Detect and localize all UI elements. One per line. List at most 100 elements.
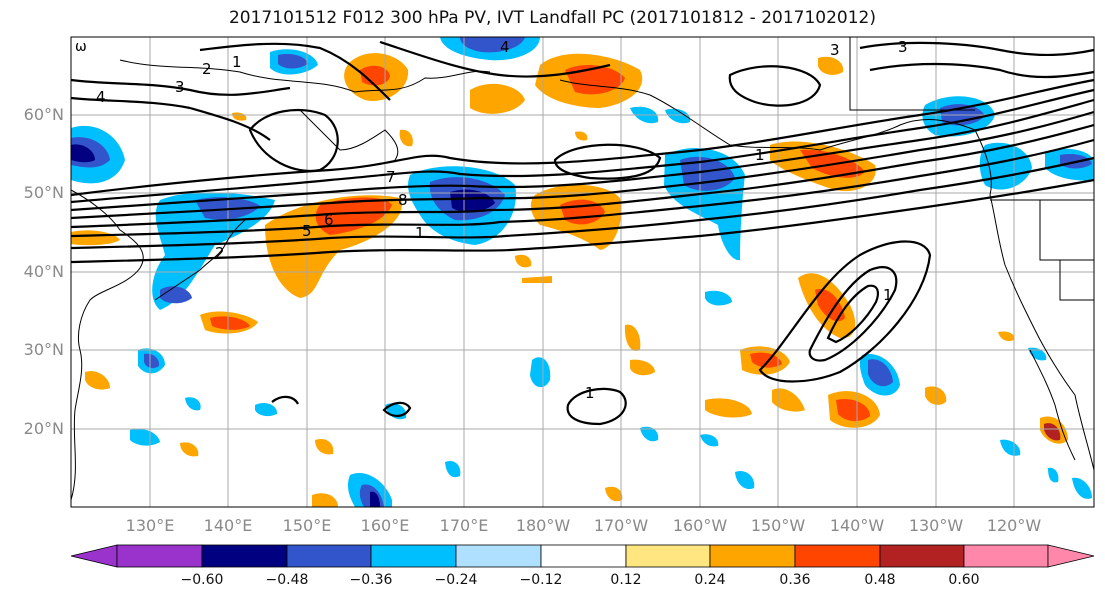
anomaly-blob [450,189,495,213]
pv-contour-line [70,98,1095,212]
colorbar-extend-high [1047,544,1095,568]
lon-label: 170°E [439,516,489,535]
colorbar-tick-label: −0.24 [434,572,478,588]
anomaly-blob [705,290,732,306]
pv-contour-line [199,42,391,101]
contour-label: 6 [324,211,334,229]
lon-label: 120°W [986,516,1042,535]
lat-label: 50°N [23,183,64,202]
anomaly-blob [530,357,551,388]
anomaly-blob [868,359,893,387]
pv-contours [70,40,1095,426]
contour-label: 5 [302,222,312,240]
contour-label: 3 [898,38,908,56]
colorbar-tick-label: −0.12 [519,572,563,588]
contour-label: 1 [415,224,425,242]
colorbar-tick-label: −0.60 [180,572,224,588]
colorbar-segment [963,544,1049,568]
lat-label: 30°N [23,340,64,359]
alaska-coastline [559,79,1095,471]
anomaly-blob [255,403,278,417]
lon-label: 170°W [593,516,649,535]
colorbar-tick-label: 0.48 [864,572,896,588]
pv-contour-line [70,78,1095,197]
colorbar-tick-label: 0.12 [610,572,642,588]
pv-contour-line [728,65,822,107]
pv-contour-line [379,40,611,78]
pv-contour-line [869,62,1095,79]
map-panel: 1 2 3 4 5 6 7 8 1 2 3 4 1 1 1 3 ω [70,36,1095,508]
colorbar-segment [709,544,796,568]
anomaly-blob [144,353,160,369]
anomaly-blob [1044,423,1061,441]
contour-label: 1 [755,146,765,164]
pv-contour-line [70,78,291,96]
colorbar-tick-label: 0.36 [779,572,811,588]
anomaly-blob [575,131,588,141]
contour-label: 2 [202,60,212,78]
anomaly-blob [605,486,623,502]
anomaly-blob [772,388,805,412]
anomaly-blob [818,56,844,75]
anomaly-blob [1048,467,1059,483]
lon-label: 160°W [672,516,728,535]
canada-border [849,37,1094,301]
pv-contour-line [808,266,898,362]
anomaly-blob [360,65,390,86]
lon-label: 130°W [908,516,964,535]
contour-label: 8 [398,191,408,209]
anomaly-blob [460,37,525,53]
colorbar-segment [625,544,711,568]
anomaly-blob [370,491,380,507]
page-title: 2017101512 F012 300 hPa PV, IVT Landfall… [228,8,876,28]
contour-label: 3 [830,41,840,59]
anomaly-blob [515,254,532,268]
lon-label: 130°E [125,516,175,535]
contour-label: 7 [386,168,396,186]
anomaly-blob [470,83,525,114]
pv-contour-line [826,284,879,344]
lon-label: 180°W [515,516,571,535]
anomaly-blob [750,352,782,368]
colorbar-segment [540,544,627,568]
anomaly-blob [815,289,845,322]
contour-label: 4 [96,88,106,106]
pv-contour-line [859,41,1095,56]
contour-label: 2 [215,244,225,262]
contour-labels: 1 2 3 4 5 6 7 8 1 2 3 4 1 1 1 3 ω [75,38,908,402]
anomaly-blob [185,397,201,411]
pv-contour-line [382,401,412,417]
pv-contour-line [248,108,339,173]
colorbar [70,544,1095,568]
contour-label: 3 [175,78,185,96]
anomaly-blob [278,54,308,69]
anomaly-blob [180,442,199,457]
anomaly-blob [445,460,461,478]
anomaly-blob [130,428,160,446]
colorbar-segment [370,544,457,568]
anomaly-blob [1028,347,1047,361]
pv-contour-line [758,240,932,383]
colorbar-segment [794,544,881,568]
colorbar-tick-label: −0.36 [349,572,393,588]
anomaly-blob [640,426,659,442]
baja-coastline [1029,349,1076,461]
colorbar-segment [286,544,372,568]
coastlines [70,37,1095,501]
contour-label: 1 [232,53,242,71]
lon-label: 140°E [203,516,253,535]
pv-contour-line [70,138,1095,238]
colorbar-segment [455,544,542,568]
anomaly-blob [998,331,1015,342]
lat-label: 60°N [23,105,64,124]
pv-contour-line [271,395,299,405]
anomaly-blob [735,470,755,490]
corner-label: ω [75,39,87,55]
anomaly-blob [700,434,719,447]
pv-contour-line [70,123,1095,229]
anomaly-blob [210,316,250,330]
anomaly-blob [522,276,552,283]
contour-label: 1 [883,286,893,304]
lon-label: 140°W [829,516,885,535]
